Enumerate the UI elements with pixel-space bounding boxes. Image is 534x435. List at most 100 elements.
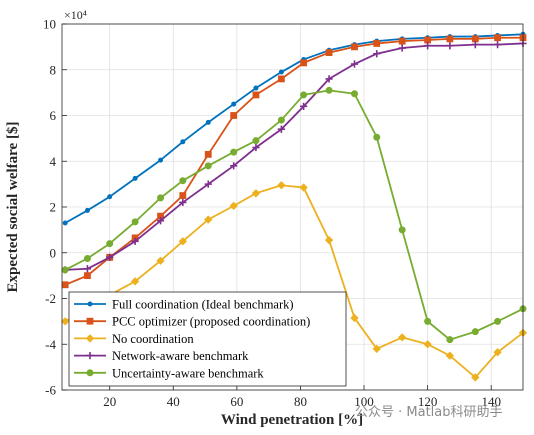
data-point — [156, 217, 165, 225]
data-point — [253, 85, 259, 91]
data-point — [62, 220, 68, 226]
x-tick-label: 140 — [481, 394, 501, 409]
data-point — [230, 148, 238, 156]
x-tick-label: 20 — [103, 394, 116, 409]
data-point — [325, 86, 333, 94]
series-5 — [61, 86, 527, 344]
data-point — [83, 254, 91, 262]
legend: Full coordination (Ideal benchmark) PCC o… — [68, 291, 347, 387]
data-point — [131, 237, 139, 245]
legend-label: Uncertainty-aware benchmark — [112, 366, 264, 380]
data-point — [373, 40, 381, 47]
data-point — [131, 218, 139, 226]
legend-box — [68, 291, 347, 387]
data-point — [230, 162, 238, 170]
data-point — [493, 40, 502, 49]
legend-label: Network-aware benchmark — [112, 349, 249, 363]
x-tick-label: 60 — [230, 394, 243, 409]
data-point — [350, 313, 359, 323]
x-axis-label: Wind penetration [%] — [221, 412, 363, 428]
data-point — [252, 137, 260, 145]
data-point — [178, 237, 187, 246]
data-point — [372, 344, 381, 353]
data-point — [423, 340, 432, 349]
y-multiplier: ×10⁴ — [64, 8, 87, 22]
data-point — [158, 157, 164, 163]
y-tick-label: -6 — [45, 383, 56, 398]
legend-marker — [85, 334, 95, 343]
data-point — [300, 59, 308, 67]
data-point — [180, 139, 186, 145]
data-point — [179, 192, 187, 199]
data-point — [132, 175, 138, 181]
y-tick-label: 10 — [43, 17, 56, 32]
data-point — [446, 42, 454, 50]
y-tick-label: -2 — [45, 291, 56, 306]
data-point — [350, 90, 358, 98]
watermark: 公众号 · Matlab科研助手 — [355, 405, 503, 420]
data-point — [231, 101, 237, 107]
data-point — [61, 317, 70, 326]
data-point — [157, 194, 165, 202]
data-point — [424, 317, 432, 325]
data-point — [351, 43, 358, 51]
data-point — [179, 177, 187, 185]
data-point — [471, 35, 479, 43]
data-point — [493, 348, 502, 357]
data-point — [252, 91, 260, 99]
data-point — [398, 44, 406, 52]
data-point — [83, 265, 92, 273]
data-point — [107, 194, 113, 200]
y-tick-label: 8 — [50, 62, 57, 77]
data-point — [106, 253, 114, 261]
data-point — [205, 119, 211, 125]
data-point — [299, 183, 308, 192]
data-point — [106, 240, 114, 248]
data-point — [252, 143, 260, 152]
data-point — [398, 37, 406, 45]
x-tick-label: 80 — [294, 394, 307, 409]
data-point — [446, 35, 454, 43]
y-tick-label: 2 — [50, 200, 57, 215]
series-line — [64, 36, 523, 286]
data-point — [445, 351, 455, 360]
data-point — [494, 34, 501, 42]
legend-label: No coordination — [112, 332, 194, 346]
data-point — [278, 69, 284, 75]
data-point — [471, 40, 479, 49]
data-point — [424, 36, 432, 44]
x-tick-label: 100 — [354, 394, 374, 409]
x-tick-label: 40 — [167, 394, 180, 409]
data-point — [156, 256, 165, 265]
data-point — [494, 317, 502, 325]
legend-marker — [87, 301, 93, 307]
series-line — [64, 33, 524, 224]
data-point — [204, 215, 213, 224]
data-point — [230, 112, 238, 119]
data-point — [398, 333, 407, 342]
axis-ticks: 20 40 60 80 100 120 140 -6 -4 -2 0 2 4 6 8 10 — [43, 17, 501, 410]
data-point — [300, 102, 308, 110]
data-point — [325, 75, 333, 83]
data-point — [61, 266, 69, 274]
y-axis-label: Expected social welfare [$] — [5, 122, 21, 293]
data-point — [277, 75, 285, 83]
data-point — [277, 181, 286, 190]
data-point — [324, 236, 334, 245]
series-2 — [61, 34, 527, 289]
data-point — [84, 272, 91, 280]
data-point — [373, 133, 381, 141]
x-tick-label: 120 — [418, 394, 438, 409]
data-point — [61, 281, 69, 289]
series-4 — [61, 39, 527, 274]
data-point — [350, 60, 359, 68]
legend-marker — [86, 317, 94, 325]
legend-marker — [86, 369, 94, 377]
series-line — [64, 184, 524, 379]
data-point — [398, 226, 406, 234]
data-point — [229, 201, 238, 211]
data-point — [277, 125, 285, 133]
data-point — [179, 198, 187, 207]
data-point — [204, 180, 212, 188]
